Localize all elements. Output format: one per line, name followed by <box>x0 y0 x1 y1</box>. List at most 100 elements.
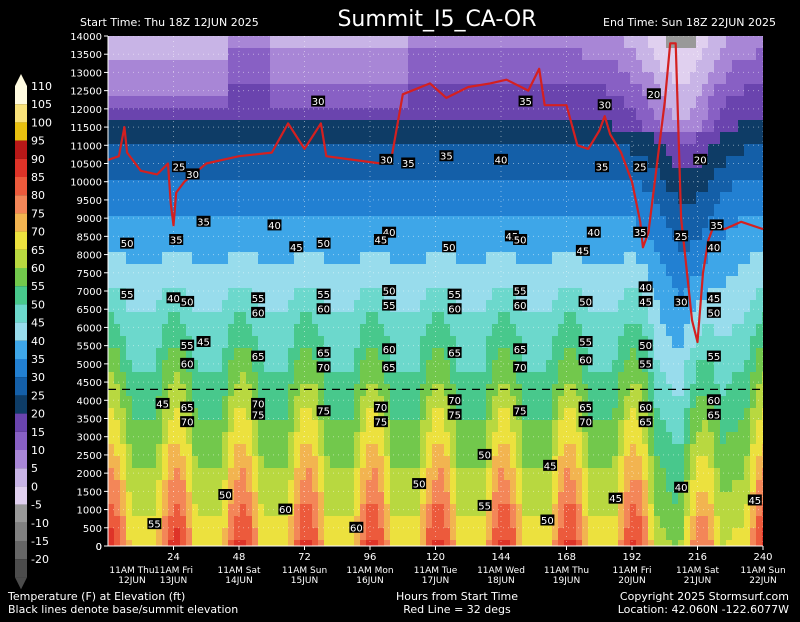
temperature-cell <box>570 456 577 469</box>
temperature-cell <box>456 456 463 469</box>
temperature-cell <box>654 300 661 313</box>
temperature-cell <box>492 240 499 253</box>
temperature-cell <box>570 384 577 397</box>
temperature-cell <box>354 288 361 301</box>
temperature-cell <box>456 444 463 457</box>
temperature-cell <box>252 264 259 277</box>
colorbar-label: 80 <box>31 189 45 202</box>
temperature-cell <box>720 480 727 493</box>
temperature-cell <box>186 192 193 205</box>
temperature-cell <box>156 216 163 229</box>
temperature-cell <box>204 264 211 277</box>
temperature-cell <box>528 336 535 349</box>
temperature-cell <box>180 252 187 265</box>
temperature-cell <box>726 396 733 409</box>
temperature-cell <box>654 348 661 361</box>
temperature-cell <box>762 168 769 181</box>
temperature-cell <box>666 492 673 505</box>
temperature-cell <box>390 456 397 469</box>
temperature-cell <box>438 468 445 481</box>
temperature-cell <box>168 348 175 361</box>
temperature-cell <box>756 48 763 61</box>
temperature-cell <box>114 60 121 73</box>
temperature-cell <box>738 60 745 73</box>
temperature-cell <box>402 336 409 349</box>
temperature-cell <box>270 204 277 217</box>
temperature-cell <box>138 252 145 265</box>
temperature-cell <box>138 144 145 157</box>
temperature-cell <box>246 168 253 181</box>
temperature-cell <box>426 372 433 385</box>
temperature-cell <box>408 228 415 241</box>
temperature-cell <box>276 396 283 409</box>
temperature-cell <box>738 108 745 121</box>
temperature-cell <box>390 72 397 85</box>
temperature-cell <box>594 48 601 61</box>
temperature-cell <box>576 180 583 193</box>
temperature-cell <box>222 228 229 241</box>
temperature-cell <box>696 444 703 457</box>
contour-label: 55 <box>181 341 194 352</box>
temperature-cell <box>156 264 163 277</box>
temperature-cell <box>618 420 625 433</box>
temperature-cell <box>288 324 295 337</box>
temperature-cell <box>348 168 355 181</box>
temperature-cell <box>150 492 157 505</box>
temperature-cell <box>468 264 475 277</box>
temperature-cell <box>240 396 247 409</box>
chart-title: Summit_I5_CA-OR <box>337 7 536 32</box>
colorbar-label: 70 <box>31 226 45 239</box>
temperature-cell <box>600 204 607 217</box>
temperature-cell <box>720 516 727 529</box>
temperature-cell <box>582 120 589 133</box>
temperature-cell <box>204 420 211 433</box>
temperature-cell <box>714 444 721 457</box>
temperature-cell <box>132 516 139 529</box>
temperature-cell <box>666 408 673 421</box>
temperature-cell <box>486 420 493 433</box>
temperature-cell <box>246 228 253 241</box>
temperature-cell <box>666 96 673 109</box>
contour-label: 30 <box>598 101 611 112</box>
temperature-cell <box>444 504 451 517</box>
temperature-cell <box>642 132 649 145</box>
temperature-cell <box>696 264 703 277</box>
temperature-cell <box>348 108 355 121</box>
temperature-cell <box>558 204 565 217</box>
temperature-cell <box>180 324 187 337</box>
temperature-cell <box>438 36 445 49</box>
temperature-cell <box>648 456 655 469</box>
temperature-cell <box>714 324 721 337</box>
temperature-cell <box>666 264 673 277</box>
temperature-cell <box>534 300 541 313</box>
temperature-cell <box>390 264 397 277</box>
temperature-cell <box>204 528 211 541</box>
temperature-cell <box>354 420 361 433</box>
temperature-cell <box>162 324 169 337</box>
temperature-cell <box>294 528 301 541</box>
temperature-cell <box>738 384 745 397</box>
temperature-cell <box>222 48 229 61</box>
temperature-cell <box>720 96 727 109</box>
colorbar-swatch <box>15 268 27 286</box>
temperature-cell <box>468 528 475 541</box>
temperature-cell <box>222 144 229 157</box>
temperature-cell <box>690 192 697 205</box>
temperature-cell <box>594 480 601 493</box>
temperature-cell <box>156 192 163 205</box>
temperature-cell <box>306 168 313 181</box>
temperature-cell <box>600 252 607 265</box>
temperature-cell <box>216 336 223 349</box>
temperature-cell <box>372 120 379 133</box>
temperature-cell <box>336 120 343 133</box>
temperature-cell <box>318 72 325 85</box>
temperature-cell <box>462 300 469 313</box>
temperature-cell <box>270 192 277 205</box>
temperature-cell <box>258 516 265 529</box>
temperature-cell <box>540 108 547 121</box>
temperature-cell <box>252 252 259 265</box>
temperature-cell <box>444 336 451 349</box>
temperature-cell <box>534 312 541 325</box>
temperature-cell <box>534 384 541 397</box>
temperature-cell <box>282 384 289 397</box>
